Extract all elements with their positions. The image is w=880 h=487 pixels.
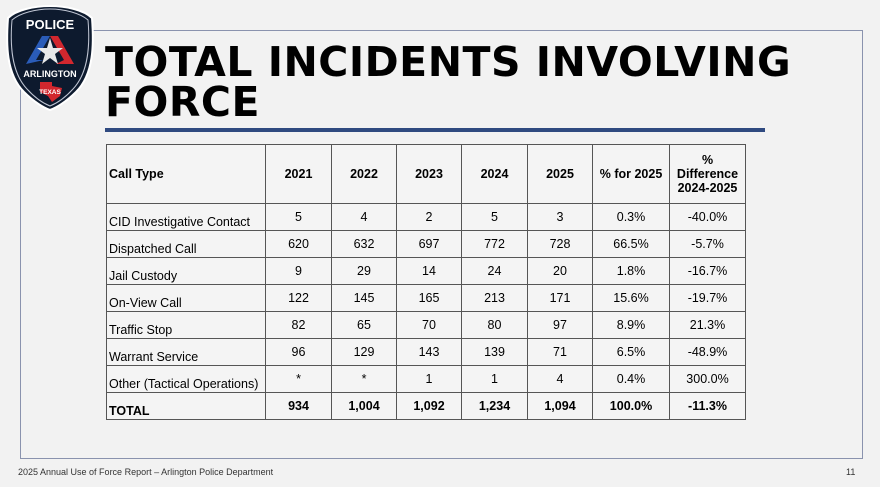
- table-cell: 24: [461, 257, 528, 285]
- table-cell: -11.3%: [669, 392, 746, 420]
- table-cell: -16.7%: [669, 257, 746, 285]
- table-row: CID Investigative Contact 5 4 2 5 3 0.3% -40.0%: [106, 203, 746, 231]
- row-label: Dispatched Call: [106, 230, 266, 258]
- table-cell: 100.0%: [592, 392, 670, 420]
- table-cell: 80: [461, 311, 528, 339]
- table-cell: -48.9%: [669, 338, 746, 366]
- table-cell: 4: [331, 203, 397, 231]
- column-header: 2022: [331, 144, 397, 204]
- page-title: TOTAL INCIDENTS INVOLVING FORCE: [105, 38, 792, 126]
- table-cell: 632: [331, 230, 397, 258]
- table-row: Traffic Stop 82 65 70 80 97 8.9% 21.3%: [106, 311, 746, 339]
- table-cell: 1,092: [396, 392, 462, 420]
- table-cell: 6.5%: [592, 338, 670, 366]
- table-cell: 70: [396, 311, 462, 339]
- column-header: 2021: [265, 144, 332, 204]
- table-cell: 1: [461, 365, 528, 393]
- table-cell: 213: [461, 284, 528, 312]
- table-row: Warrant Service 96 129 143 139 71 6.5% -48.9%: [106, 338, 746, 366]
- svg-text:TEXAS: TEXAS: [39, 89, 61, 96]
- svg-text:ARLINGTON: ARLINGTON: [23, 69, 76, 79]
- arlington-police-logo: POLICE ARLINGTON TEXAS: [6, 4, 94, 112]
- row-label: On-View Call: [106, 284, 266, 312]
- table-cell: 139: [461, 338, 528, 366]
- table-cell: 14: [396, 257, 462, 285]
- table-cell: 15.6%: [592, 284, 670, 312]
- column-header: Call Type: [106, 144, 266, 204]
- slide-frame: [20, 30, 863, 459]
- table-cell: -5.7%: [669, 230, 746, 258]
- table-cell: 97: [527, 311, 593, 339]
- table-cell: 9: [265, 257, 332, 285]
- incidents-table: Call Type 2021 2022 2023 2024 2025% for 2025%…: [106, 144, 746, 420]
- table-row: Jail Custody 9 29 14 24 20 1.8% -16.7%: [106, 257, 746, 285]
- total-row: TOTAL 934 1,004 1,092 1,234 1,094 100.0% -11.3%: [106, 392, 746, 420]
- table-cell: 300.0%: [669, 365, 746, 393]
- table-cell: 697: [396, 230, 462, 258]
- table-cell: 1.8%: [592, 257, 670, 285]
- column-header: 2024: [461, 144, 528, 204]
- table-cell: 21.3%: [669, 311, 746, 339]
- column-header: 2025: [527, 144, 593, 204]
- svg-text:POLICE: POLICE: [26, 17, 75, 32]
- column-header: % Difference 2024-2025: [669, 144, 746, 204]
- table-cell: 165: [396, 284, 462, 312]
- title-line-1: TOTAL INCIDENTS INVOLVING: [105, 38, 792, 86]
- table-cell: 0.4%: [592, 365, 670, 393]
- row-label: Other (Tactical Operations): [106, 365, 266, 393]
- row-label: TOTAL: [106, 392, 266, 420]
- row-label: Traffic Stop: [106, 311, 266, 339]
- table-cell: 2: [396, 203, 462, 231]
- table-cell: 122: [265, 284, 332, 312]
- table-cell: 772: [461, 230, 528, 258]
- table-body: CID Investigative Contact 5 4 2 5 3 0.3% -40.0%…: [106, 203, 746, 420]
- title-underline: [105, 128, 765, 132]
- table-cell: 5: [461, 203, 528, 231]
- table-cell: 71: [527, 338, 593, 366]
- table-cell: 66.5%: [592, 230, 670, 258]
- table-cell: *: [265, 365, 332, 393]
- table-cell: 143: [396, 338, 462, 366]
- page-number: 11: [846, 467, 856, 477]
- table-cell: 1,094: [527, 392, 593, 420]
- table-cell: 934: [265, 392, 332, 420]
- title-line-2: FORCE: [105, 78, 261, 126]
- table-cell: 0.3%: [592, 203, 670, 231]
- table-cell: 29: [331, 257, 397, 285]
- column-header: 2023: [396, 144, 462, 204]
- table-cell: 1: [396, 365, 462, 393]
- table-cell: 65: [331, 311, 397, 339]
- table-cell: 129: [331, 338, 397, 366]
- table-row: Dispatched Call 620 632 697 772 728 66.5% -5.7%: [106, 230, 746, 258]
- table-cell: -40.0%: [669, 203, 746, 231]
- row-label: Warrant Service: [106, 338, 266, 366]
- footer-text: 2025 Annual Use of Force Report – Arling…: [18, 467, 274, 477]
- table-header-row: Call Type 2021 2022 2023 2024 2025% for 2025%…: [106, 144, 746, 204]
- table-cell: 96: [265, 338, 332, 366]
- table-cell: 145: [331, 284, 397, 312]
- table-cell: 4: [527, 365, 593, 393]
- row-label: CID Investigative Contact: [106, 203, 266, 231]
- table-cell: 5: [265, 203, 332, 231]
- table-cell: 20: [527, 257, 593, 285]
- table-cell: -19.7%: [669, 284, 746, 312]
- table-cell: 1,004: [331, 392, 397, 420]
- table-cell: 728: [527, 230, 593, 258]
- table-cell: 3: [527, 203, 593, 231]
- table-row: On-View Call 122 145 165 213 171 15.6% -19.7%: [106, 284, 746, 312]
- table-cell: 171: [527, 284, 593, 312]
- table-cell: 620: [265, 230, 332, 258]
- column-header: % for 2025: [592, 144, 670, 204]
- row-label: Jail Custody: [106, 257, 266, 285]
- table-cell: *: [331, 365, 397, 393]
- table-cell: 8.9%: [592, 311, 670, 339]
- table-cell: 1,234: [461, 392, 528, 420]
- table-row: Other (Tactical Operations) * * 1 1 4 0.4% 300.…: [106, 365, 746, 393]
- table-cell: 82: [265, 311, 332, 339]
